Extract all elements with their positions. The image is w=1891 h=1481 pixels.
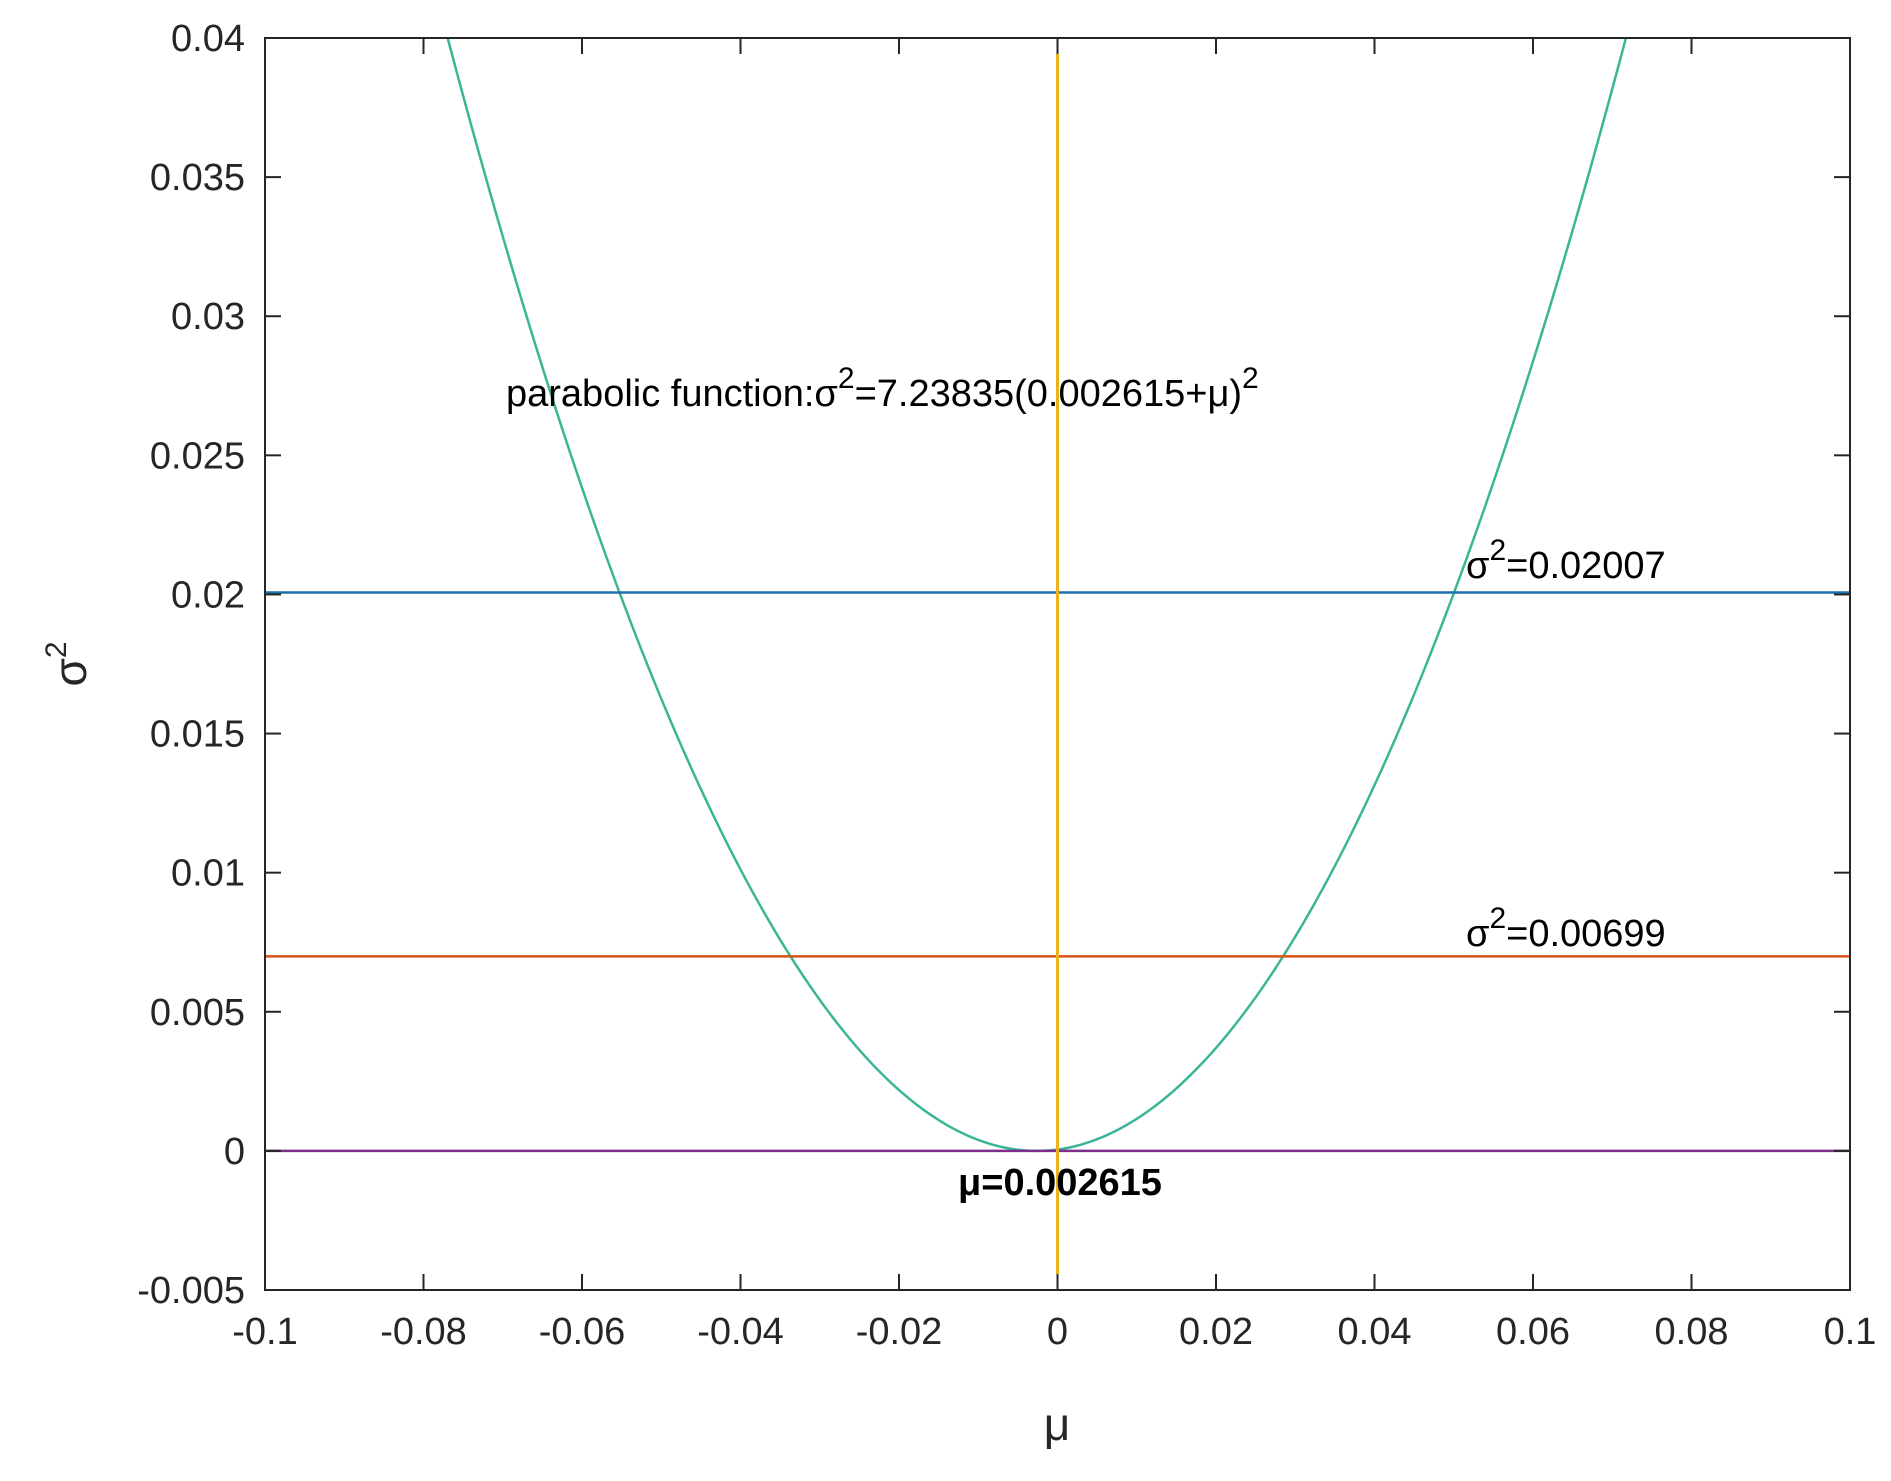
line-high-annotation: σ2=0.02007 [1466, 534, 1666, 587]
series-layer [265, 38, 1850, 1274]
tick-labels-layer: -0.1 -0.08 -0.06 -0.04 -0.02 0 0.02 0.04 0.06 0.0… [137, 18, 1876, 1353]
y-tick-label: 0.025 [150, 435, 245, 477]
y-tick-label: -0.005 [137, 1270, 245, 1312]
x-tick-label: 0.1 [1824, 1311, 1877, 1353]
y-tick-label: 0 [224, 1131, 245, 1173]
parabola-equation-prefix: parabolic function:σ [506, 373, 838, 415]
x-tick-label: -0.1 [232, 1311, 297, 1353]
y-tick-label: 0.01 [171, 853, 245, 895]
line-low-value: =0.00699 [1506, 913, 1666, 955]
parabola-equation-sup1: 2 [838, 362, 855, 395]
parabola-equation-middle: =7.23835(0.002615+μ) [855, 373, 1242, 415]
y-tick-label: 0.02 [171, 574, 245, 616]
y-tick-label: 0.035 [150, 157, 245, 199]
line-high-superscript: 2 [1489, 534, 1506, 567]
x-tick-label: 0.06 [1496, 1311, 1570, 1353]
x-tick-label: -0.08 [380, 1311, 467, 1353]
y-tick-label: 0.04 [171, 18, 245, 60]
line-low-symbol: σ [1466, 913, 1489, 955]
vertex-annotation: μ=0.002615 [958, 1162, 1162, 1204]
parabola-equation-annotation: parabolic function:σ2=7.23835(0.002615+μ… [506, 362, 1259, 415]
line-low-superscript: 2 [1489, 902, 1506, 935]
x-tick-label: -0.02 [856, 1311, 943, 1353]
line-high-symbol: σ [1466, 545, 1489, 587]
y-axis-label: σ2 [40, 641, 96, 686]
x-tick-label: 0.02 [1179, 1311, 1253, 1353]
y-tick-label: 0.005 [150, 992, 245, 1034]
line-high-value: =0.02007 [1506, 545, 1666, 587]
y-tick-label: 0.03 [171, 296, 245, 338]
parabola-equation-sup2: 2 [1242, 362, 1259, 395]
y-tick-label: 0.015 [150, 714, 245, 756]
x-tick-label: -0.06 [539, 1311, 626, 1353]
y-axis-label-superscript: 2 [40, 641, 73, 658]
x-tick-label: 0 [1047, 1311, 1068, 1353]
x-tick-label: 0.08 [1655, 1311, 1729, 1353]
y-axis-label-symbol: σ [44, 658, 96, 686]
x-tick-label: -0.04 [697, 1311, 784, 1353]
x-tick-label: 0.04 [1338, 1311, 1412, 1353]
x-axis-label: μ [1044, 1398, 1071, 1450]
axes-layer [264, 37, 1851, 1291]
line-low-annotation: σ2=0.00699 [1466, 902, 1666, 955]
